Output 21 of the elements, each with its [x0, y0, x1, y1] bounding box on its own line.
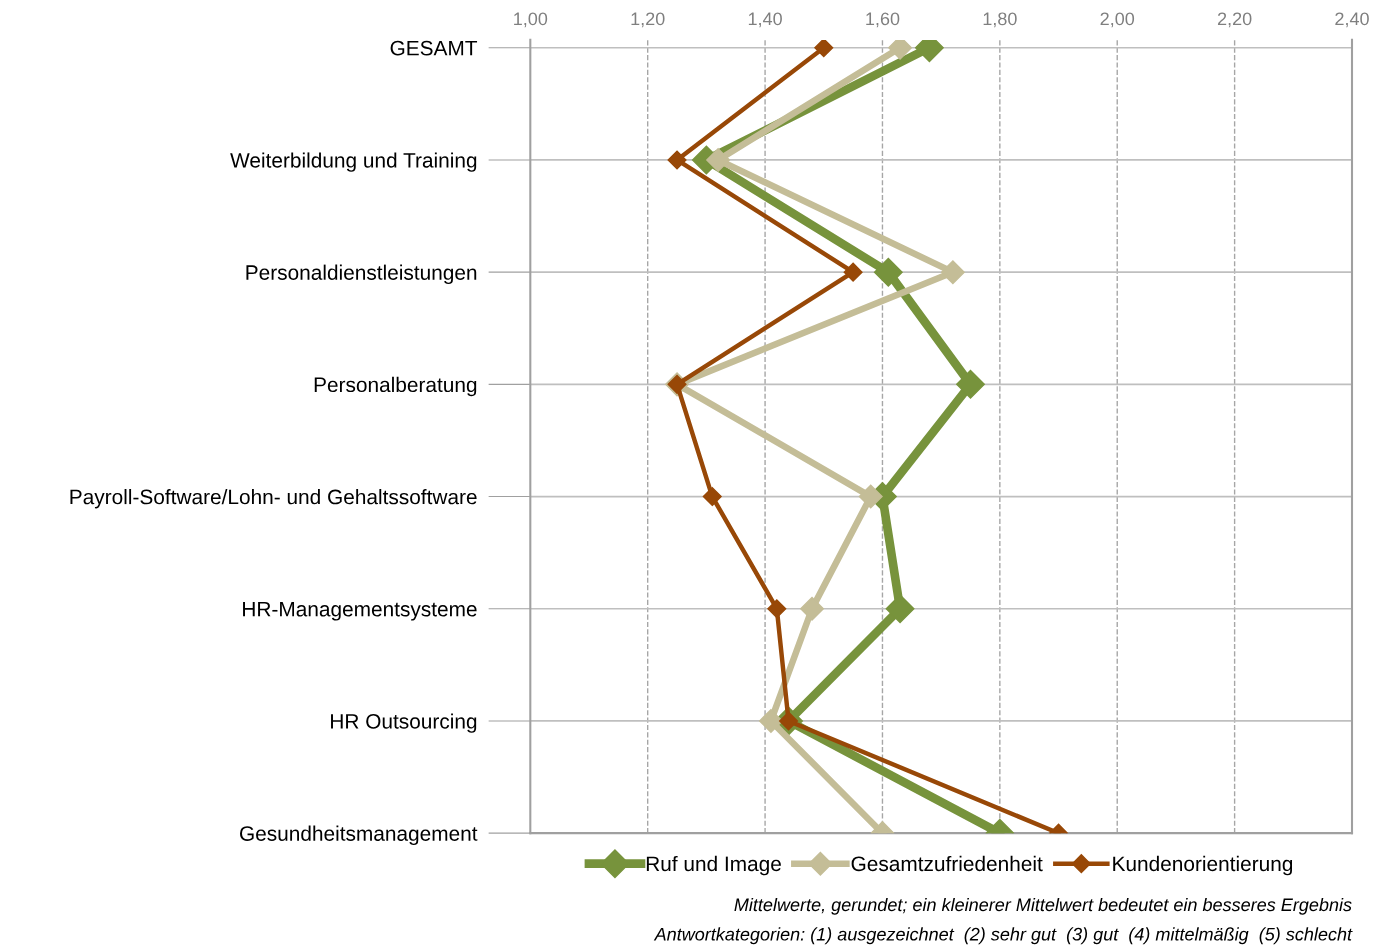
x-tick-label: 1,20 [631, 12, 665, 28]
x-tick-label: 1,60 [866, 12, 900, 28]
y-tick-label: HR Outsourcing [331, 713, 477, 733]
x-tick-label: 1,40 [748, 12, 782, 28]
y-tick-label: Personalberatung [314, 376, 477, 397]
y-tick-label: Weiterbildung und Training [230, 152, 477, 172]
y-tick-label: Personaldienstleistungen [246, 264, 477, 285]
x-tick-label: 1,80 [983, 12, 1017, 28]
legend-label: Gesamtzufriedenheit [851, 855, 1043, 872]
legend-label: Ruf und Image [646, 855, 781, 876]
x-tick-label: 1,00 [514, 12, 548, 28]
y-tick-label: GESAMT [390, 40, 478, 56]
y-tick-label: Payroll-Software/Lohn- und Gehaltssoftware [70, 489, 477, 509]
x-tick-label: 2,20 [1217, 12, 1252, 28]
y-tick-label: HR-Managementsysteme [243, 601, 477, 621]
x-tick-label: 2,40 [1335, 12, 1369, 28]
y-tick-label: Gesundheitsmanagement [240, 825, 478, 846]
text: Mittelwerte, gerundet; ein kleinerer Mittelwert bedeutet ein besseres Ergebnis [734, 897, 1352, 915]
legend-label: Kundenorientierung [1113, 855, 1293, 876]
text: Antwortkategorien: (1) ausgezeichnet (2) sehr gut (3) gut (4) mittelmäßig (5) schlecht [653, 927, 1353, 945]
x-tick-label: 2,00 [1100, 12, 1135, 28]
